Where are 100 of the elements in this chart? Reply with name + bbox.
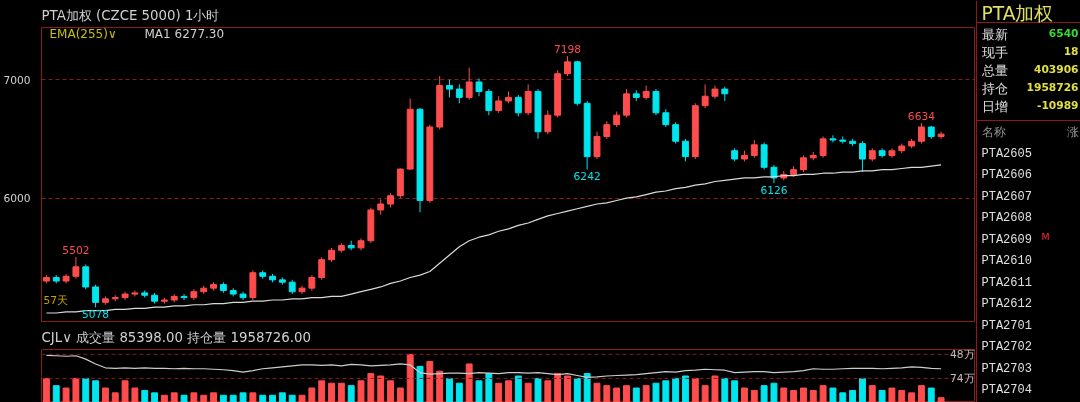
bar	[111, 392, 119, 402]
bar	[92, 380, 100, 402]
annotation: 6126	[760, 184, 788, 198]
text: PTA2703	[981, 361, 1032, 376]
bar	[229, 394, 237, 402]
annotation: 5502	[62, 244, 90, 258]
bar	[731, 380, 739, 402]
bar	[200, 394, 208, 402]
bar	[583, 373, 591, 402]
text: PTA加权	[981, 2, 1054, 24]
text: 1958726	[1026, 80, 1079, 94]
bar	[239, 392, 247, 402]
text: PTA2608	[981, 211, 1032, 225]
bar	[298, 394, 306, 402]
candlestick	[593, 131, 601, 160]
bar	[662, 380, 670, 402]
bar	[62, 387, 70, 402]
bar	[180, 394, 188, 402]
annotation: 5078	[82, 308, 110, 322]
text: PTA2611	[981, 275, 1032, 290]
text: PTA2702	[981, 340, 1032, 354]
y-tick-label: 6000	[3, 192, 31, 206]
bar	[337, 382, 345, 402]
candlestick	[514, 94, 522, 117]
bar	[406, 353, 414, 402]
annotation: 7198	[553, 43, 582, 57]
candlestick	[623, 88, 630, 119]
bar	[790, 389, 798, 402]
bar	[711, 375, 719, 402]
bar	[82, 377, 90, 402]
text: 403906	[1034, 62, 1079, 76]
chart-title: PTA加权 (CZCE 5000) 1小时	[41, 7, 220, 23]
bar	[898, 389, 906, 402]
bar	[495, 382, 503, 402]
text: 最新	[981, 26, 1008, 42]
candlestick	[829, 134, 837, 143]
chart-title: CJL∨ 成交量 85398.00 持仓量 1958726.00	[41, 329, 312, 345]
bar	[682, 375, 689, 402]
bar	[455, 382, 463, 402]
bar	[426, 361, 434, 402]
text: PTA2610	[981, 254, 1032, 268]
bar	[42, 377, 50, 402]
candlestick	[652, 88, 660, 116]
bar	[544, 380, 552, 402]
y-tick-label: 7000	[3, 73, 31, 87]
text: 名称	[981, 124, 1006, 139]
bar	[564, 375, 571, 402]
bar	[308, 387, 316, 402]
candlestick	[701, 83, 709, 109]
bar	[377, 375, 385, 402]
bar	[858, 377, 866, 402]
bar	[701, 385, 709, 402]
text: 现手	[981, 44, 1008, 60]
text: 6540	[1048, 26, 1079, 40]
bar	[485, 373, 493, 402]
bar	[780, 387, 788, 402]
bar	[760, 385, 768, 402]
bar	[446, 377, 453, 402]
bar	[347, 385, 355, 402]
bar	[475, 380, 483, 402]
text: M	[1041, 230, 1050, 242]
text: PTA2701	[981, 318, 1032, 333]
text: 总量	[980, 62, 1008, 78]
bar	[878, 389, 886, 402]
candlestick	[642, 85, 650, 101]
bar	[888, 387, 896, 402]
annotation: 57天	[43, 293, 69, 307]
bar	[160, 394, 168, 402]
bar	[328, 382, 335, 402]
bar	[593, 382, 601, 402]
bar	[819, 385, 827, 402]
candlestick	[72, 256, 80, 280]
bar	[416, 365, 424, 402]
bar	[613, 387, 621, 402]
bar	[269, 394, 276, 402]
text: PTA2704	[981, 383, 1032, 397]
candlestick	[180, 293, 188, 301]
bar	[554, 373, 562, 402]
text: PTA2609	[981, 232, 1032, 247]
bar	[721, 377, 729, 402]
bar	[249, 392, 257, 402]
bar	[750, 389, 758, 402]
text: 涨	[1066, 124, 1079, 139]
candlestick	[917, 122, 925, 145]
text: 日增	[981, 98, 1008, 114]
annotation: 6242	[573, 170, 601, 184]
annotation: 6634	[907, 109, 936, 123]
bar	[121, 380, 129, 402]
bar	[278, 392, 286, 402]
bar	[210, 392, 217, 402]
candlestick	[819, 136, 827, 159]
text: PTA2612	[981, 297, 1032, 311]
bar	[288, 394, 296, 402]
bar	[131, 387, 139, 402]
bar	[937, 397, 945, 402]
candlestick	[760, 141, 768, 171]
bar	[829, 387, 837, 402]
bar	[505, 380, 512, 402]
bar	[917, 385, 925, 402]
bar	[573, 377, 581, 402]
